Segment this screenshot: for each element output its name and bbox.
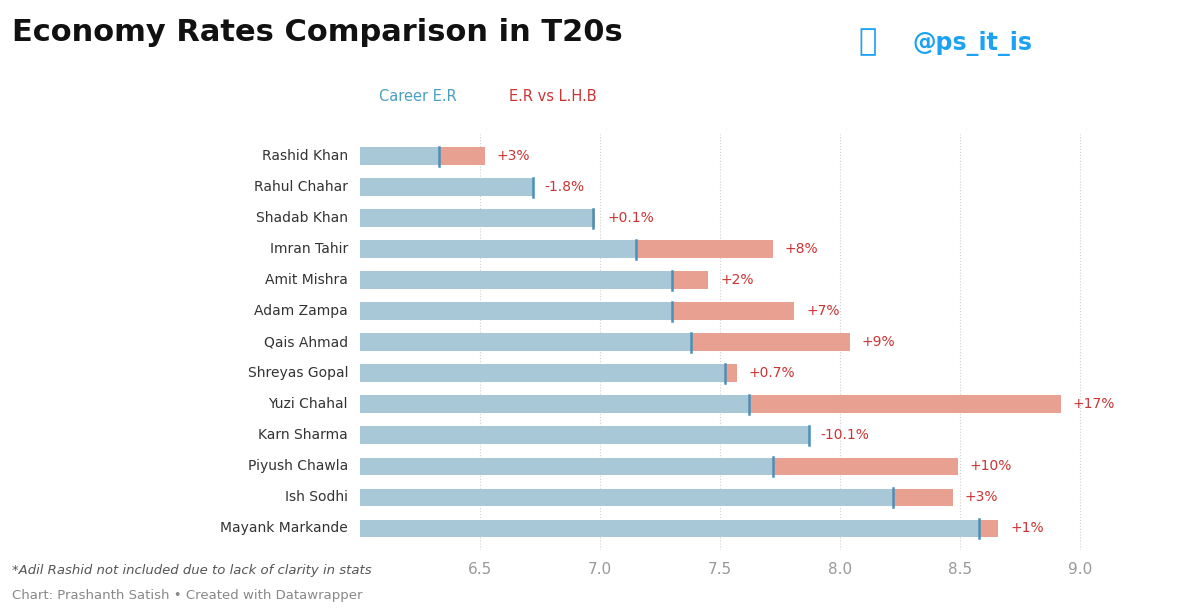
Text: Piyush Chawla: Piyush Chawla xyxy=(247,459,348,473)
Bar xyxy=(360,271,708,289)
Text: Qais Ahmad: Qais Ahmad xyxy=(264,335,348,349)
Text: +7%: +7% xyxy=(806,304,840,318)
Text: Economy Rates Comparison in T20s: Economy Rates Comparison in T20s xyxy=(12,18,623,47)
Text: Amit Mishra: Amit Mishra xyxy=(265,273,348,287)
Text: +3%: +3% xyxy=(497,149,530,163)
Bar xyxy=(360,365,737,382)
Text: Yuzi Chahal: Yuzi Chahal xyxy=(269,397,348,411)
Text: -1.8%: -1.8% xyxy=(545,180,584,194)
Text: +8%: +8% xyxy=(785,242,818,256)
Bar xyxy=(360,334,691,351)
Text: Rahul Chahar: Rahul Chahar xyxy=(254,180,348,194)
Text: *Adil Rashid not included due to lack of clarity in stats: *Adil Rashid not included due to lack of… xyxy=(12,565,372,577)
Text: +10%: +10% xyxy=(970,459,1012,473)
Text: Career E.R: Career E.R xyxy=(379,89,457,104)
Text: Imran Tahir: Imran Tahir xyxy=(270,242,348,256)
Bar xyxy=(360,178,533,196)
Bar xyxy=(360,302,672,320)
Bar xyxy=(360,210,593,227)
Bar xyxy=(360,147,439,165)
Bar xyxy=(360,519,998,537)
Bar xyxy=(360,458,773,475)
Text: Shadab Khan: Shadab Khan xyxy=(256,211,348,225)
Bar xyxy=(360,426,619,444)
Bar xyxy=(360,241,636,258)
Bar xyxy=(360,178,504,196)
Text: +0.7%: +0.7% xyxy=(749,366,796,380)
Bar xyxy=(360,519,979,537)
Bar xyxy=(360,426,809,444)
Text: +9%: +9% xyxy=(862,335,895,349)
Text: +2%: +2% xyxy=(720,273,754,287)
Text: +1%: +1% xyxy=(1010,521,1044,535)
Bar xyxy=(360,395,1061,413)
Text: Adam Zampa: Adam Zampa xyxy=(254,304,348,318)
Bar xyxy=(360,147,485,165)
Bar xyxy=(360,365,725,382)
Bar xyxy=(360,241,773,258)
Text: Ish Sodhi: Ish Sodhi xyxy=(286,490,348,504)
Text: +17%: +17% xyxy=(1073,397,1115,411)
Bar xyxy=(360,210,595,227)
Text: +0.1%: +0.1% xyxy=(607,211,654,225)
Text: @ps_it_is: @ps_it_is xyxy=(912,31,1032,56)
Bar xyxy=(360,302,794,320)
Text: Rashid Khan: Rashid Khan xyxy=(262,149,348,163)
Text: Karn Sharma: Karn Sharma xyxy=(258,428,348,442)
Bar xyxy=(360,489,893,506)
Text: +3%: +3% xyxy=(965,490,998,504)
Bar xyxy=(360,458,958,475)
Text: Mayank Markande: Mayank Markande xyxy=(221,521,348,535)
Bar xyxy=(360,395,749,413)
Text: E.R vs L.H.B: E.R vs L.H.B xyxy=(509,89,596,104)
Bar xyxy=(360,334,850,351)
Text: Shreyas Gopal: Shreyas Gopal xyxy=(247,366,348,380)
Bar xyxy=(360,489,953,506)
Text: Chart: Prashanth Satish • Created with Datawrapper: Chart: Prashanth Satish • Created with D… xyxy=(12,589,362,602)
Bar xyxy=(360,271,672,289)
Text: -10.1%: -10.1% xyxy=(821,428,870,442)
Text: 🐦: 🐦 xyxy=(858,27,876,56)
